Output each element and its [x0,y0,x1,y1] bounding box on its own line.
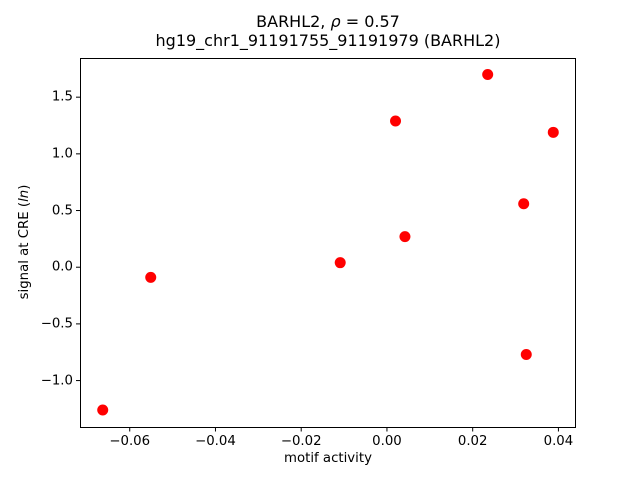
y-tick-label: 0.5 [51,203,73,219]
chart-title-line2: hg19_chr1_91191755_91191979 (BARHL2) [155,31,501,50]
title-text-suffix: = 0.57 [340,12,400,31]
y-tick-label: −0.5 [40,316,73,332]
y-tick-label: −1.0 [40,373,73,389]
chart-title: BARHL2, ρ = 0.57 hg19_chr1_91191755_9119… [80,12,576,50]
title-rho-symbol: ρ [330,12,341,31]
y-tick-label: 1.0 [51,146,73,162]
y-label-ln: ln [17,189,32,202]
x-axis-label: motif activity [284,451,372,466]
x-tick-label: −0.02 [280,433,322,449]
x-tick-label: −0.06 [109,433,151,449]
y-axis-label: signal at CRE (ln) [17,185,32,300]
y-label-suffix: ) [17,184,32,190]
y-tick-label: 1.5 [51,89,73,105]
title-text-prefix: BARHL2, [256,12,331,31]
x-tick-label: 0.00 [372,433,402,449]
x-tick-label: 0.02 [457,433,488,449]
x-tick-label: −0.04 [195,433,236,449]
plot-area [80,57,576,428]
x-tick-label: 0.04 [543,433,574,449]
y-tick-label: 0.0 [51,259,73,275]
chart-title-line1: BARHL2, ρ = 0.57 [80,12,576,31]
